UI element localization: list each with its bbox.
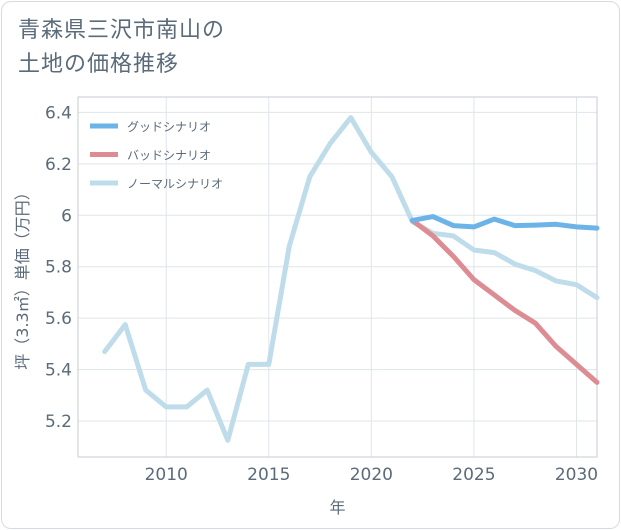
series-line (102, 115, 600, 443)
series-line (409, 217, 600, 385)
title-line-1: 青森県三沢市南山の (18, 18, 226, 43)
y-tick-label: 5.8 (45, 258, 72, 278)
legend-label: ノーマルシナリオ (127, 177, 223, 191)
y-axis-label: 坪（3.3㎡）単価（万円） (13, 184, 32, 369)
y-tick-label: 5.4 (45, 361, 72, 381)
series-line (409, 214, 600, 231)
x-tick-label: 2020 (350, 465, 393, 485)
x-tick-label: 2010 (145, 465, 188, 485)
plot-frame (77, 96, 598, 458)
series-layer (102, 115, 600, 443)
x-tick-label: 2030 (555, 465, 598, 485)
x-axis-label: 年 (329, 498, 345, 517)
x-tick-label: 2015 (247, 465, 290, 485)
y-tick-label: 6.2 (45, 155, 72, 175)
y-tick-labels: 5.2 5.4 5.6 5.8 6 6.2 6.4 (45, 103, 72, 432)
legend-label: バッドシナリオ (127, 149, 211, 163)
x-tick-label: 2025 (452, 465, 495, 485)
y-tick-label: 5.2 (45, 412, 72, 432)
y-tick-label: 6 (61, 206, 72, 226)
y-tick-label: 5.6 (45, 309, 72, 329)
legend-label: グッドシナリオ (127, 120, 211, 134)
chart-title: 青森県三沢市南山の 土地の価格推移 (18, 14, 278, 82)
title-line-2: 土地の価格推移 (18, 52, 180, 77)
x-tick-labels: 2010 2015 2020 2025 2030 (145, 465, 599, 485)
y-tick-label: 6.4 (45, 103, 72, 123)
